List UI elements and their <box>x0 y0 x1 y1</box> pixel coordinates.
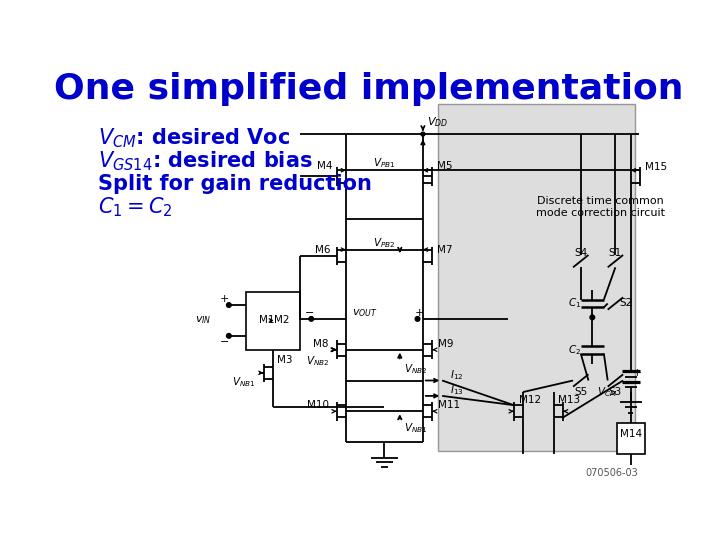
Text: $V_{NB2}$: $V_{NB2}$ <box>305 354 329 368</box>
Text: $V_{GS14}$: desired bias: $V_{GS14}$: desired bias <box>98 149 312 173</box>
Text: M7: M7 <box>437 245 452 254</box>
Text: Split for gain reduction: Split for gain reduction <box>98 174 372 194</box>
Text: M13: M13 <box>558 395 580 405</box>
Text: S2: S2 <box>619 299 632 308</box>
Text: M4: M4 <box>317 161 332 171</box>
Text: One simplified implementation: One simplified implementation <box>54 72 684 106</box>
Text: M12: M12 <box>519 395 541 405</box>
Circle shape <box>590 315 595 320</box>
Text: 070506-03: 070506-03 <box>586 468 639 478</box>
Text: M10: M10 <box>307 400 329 410</box>
Text: $v_{OUT}$: $v_{OUT}$ <box>352 308 378 319</box>
Text: M11: M11 <box>438 400 460 410</box>
Text: $I_{12}$: $I_{12}$ <box>450 368 464 382</box>
Text: M5: M5 <box>437 161 452 171</box>
Text: M14: M14 <box>620 429 642 440</box>
Text: M15: M15 <box>644 162 667 172</box>
Text: $C_1$$=$$C_2$: $C_1$$=$$C_2$ <box>98 195 173 219</box>
Text: Discrete time common
mode correction circuit: Discrete time common mode correction cir… <box>536 197 665 218</box>
Text: M8: M8 <box>313 339 329 348</box>
Text: M3: M3 <box>276 355 292 365</box>
Text: $C_1$: $C_1$ <box>567 296 581 310</box>
Bar <box>246 292 300 350</box>
Text: S4: S4 <box>574 248 588 259</box>
Circle shape <box>415 316 420 321</box>
Circle shape <box>227 303 231 307</box>
Text: +: + <box>415 308 425 318</box>
Text: $I_{13}$: $I_{13}$ <box>450 383 464 397</box>
Text: $V_{DD}$: $V_{DD}$ <box>427 116 448 130</box>
Text: M1: M1 <box>259 315 274 326</box>
Circle shape <box>309 316 314 321</box>
Text: S1: S1 <box>609 248 622 259</box>
Circle shape <box>421 132 425 136</box>
Text: M2: M2 <box>274 315 289 326</box>
Text: $V_{CM}$: $V_{CM}$ <box>597 385 617 399</box>
Circle shape <box>227 334 231 338</box>
Text: $v_{IN}$: $v_{IN}$ <box>194 314 211 326</box>
Text: M9: M9 <box>438 339 454 348</box>
Text: −: − <box>305 308 315 318</box>
Text: $V_{PB2}$: $V_{PB2}$ <box>373 237 395 251</box>
Text: −: − <box>220 337 229 347</box>
Text: M6: M6 <box>315 245 330 254</box>
Text: $V_{CM}$: desired Voc: $V_{CM}$: desired Voc <box>98 126 290 150</box>
Text: $V_{PB1}$: $V_{PB1}$ <box>373 157 395 170</box>
Bar <box>438 104 635 451</box>
Text: $V_{NB1}$: $V_{NB1}$ <box>404 421 427 435</box>
Text: S5: S5 <box>574 387 588 397</box>
Text: $C_2$: $C_2$ <box>567 343 581 356</box>
Text: $V_{NB1}$: $V_{NB1}$ <box>233 375 256 389</box>
Text: +: + <box>633 368 642 378</box>
Text: $V_{NB2}$: $V_{NB2}$ <box>404 362 427 376</box>
Text: S3: S3 <box>609 387 622 397</box>
Text: +: + <box>220 294 229 304</box>
Bar <box>617 423 644 454</box>
